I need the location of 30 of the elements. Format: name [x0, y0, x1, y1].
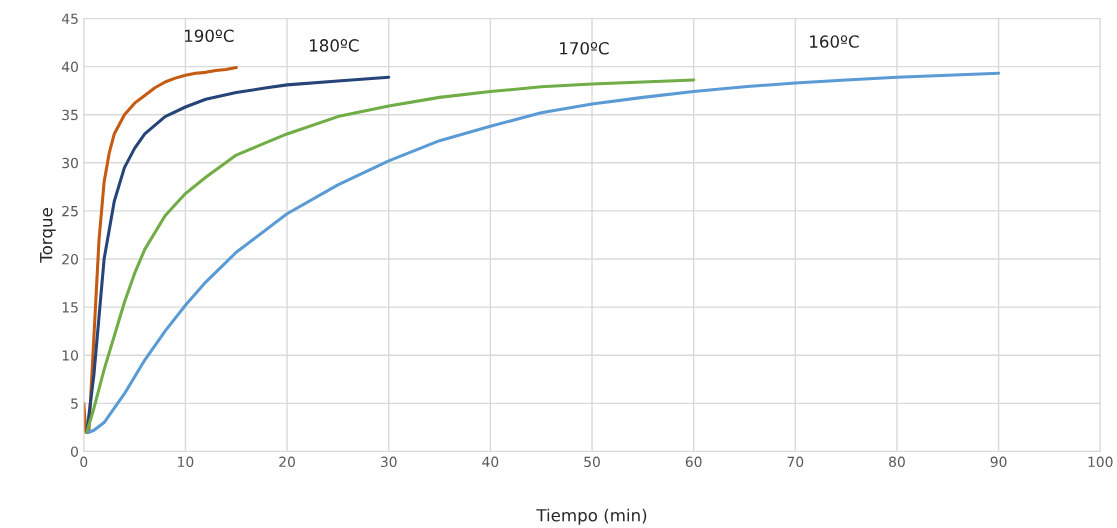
y-tick-label: 10	[62, 350, 78, 361]
line-series	[85, 75, 391, 434]
y-tick-label: 0	[70, 446, 78, 457]
y-tick-label: 15	[62, 302, 78, 313]
y-tick-label: 30	[62, 157, 78, 169]
x-tick-label: 70	[787, 456, 804, 468]
series-label: 190ºC	[184, 29, 234, 43]
y-tick-label: 35	[62, 109, 78, 121]
x-tick-label: 30	[380, 456, 397, 468]
x-tick-label: 50	[584, 456, 600, 468]
x-tick-label: 20	[279, 456, 295, 468]
x-tick-label: 100	[1088, 456, 1113, 468]
series-label: 160ºC	[810, 35, 859, 48]
series-label: 180ºC	[310, 39, 359, 52]
y-tick-label: 20	[62, 253, 78, 265]
series-label: 170ºC	[560, 42, 609, 55]
x-axis-title: Tiempo (min)	[536, 508, 647, 525]
y-tick-label: 5	[71, 398, 78, 409]
line-series	[85, 78, 696, 434]
x-tick-label: 0	[80, 456, 88, 468]
y-tick-label: 40	[61, 61, 78, 73]
y-tick-label: 45	[61, 13, 78, 24]
x-tick-label: 90	[990, 456, 1007, 468]
y-axis-title: Torque	[40, 208, 56, 263]
x-tick-label: 40	[482, 456, 499, 468]
line-series	[87, 71, 1001, 434]
x-tick-label: 60	[685, 456, 702, 468]
y-tick-label: 25	[62, 205, 78, 217]
x-tick-label: 80	[889, 456, 905, 468]
x-tick-label: 10	[178, 456, 194, 468]
